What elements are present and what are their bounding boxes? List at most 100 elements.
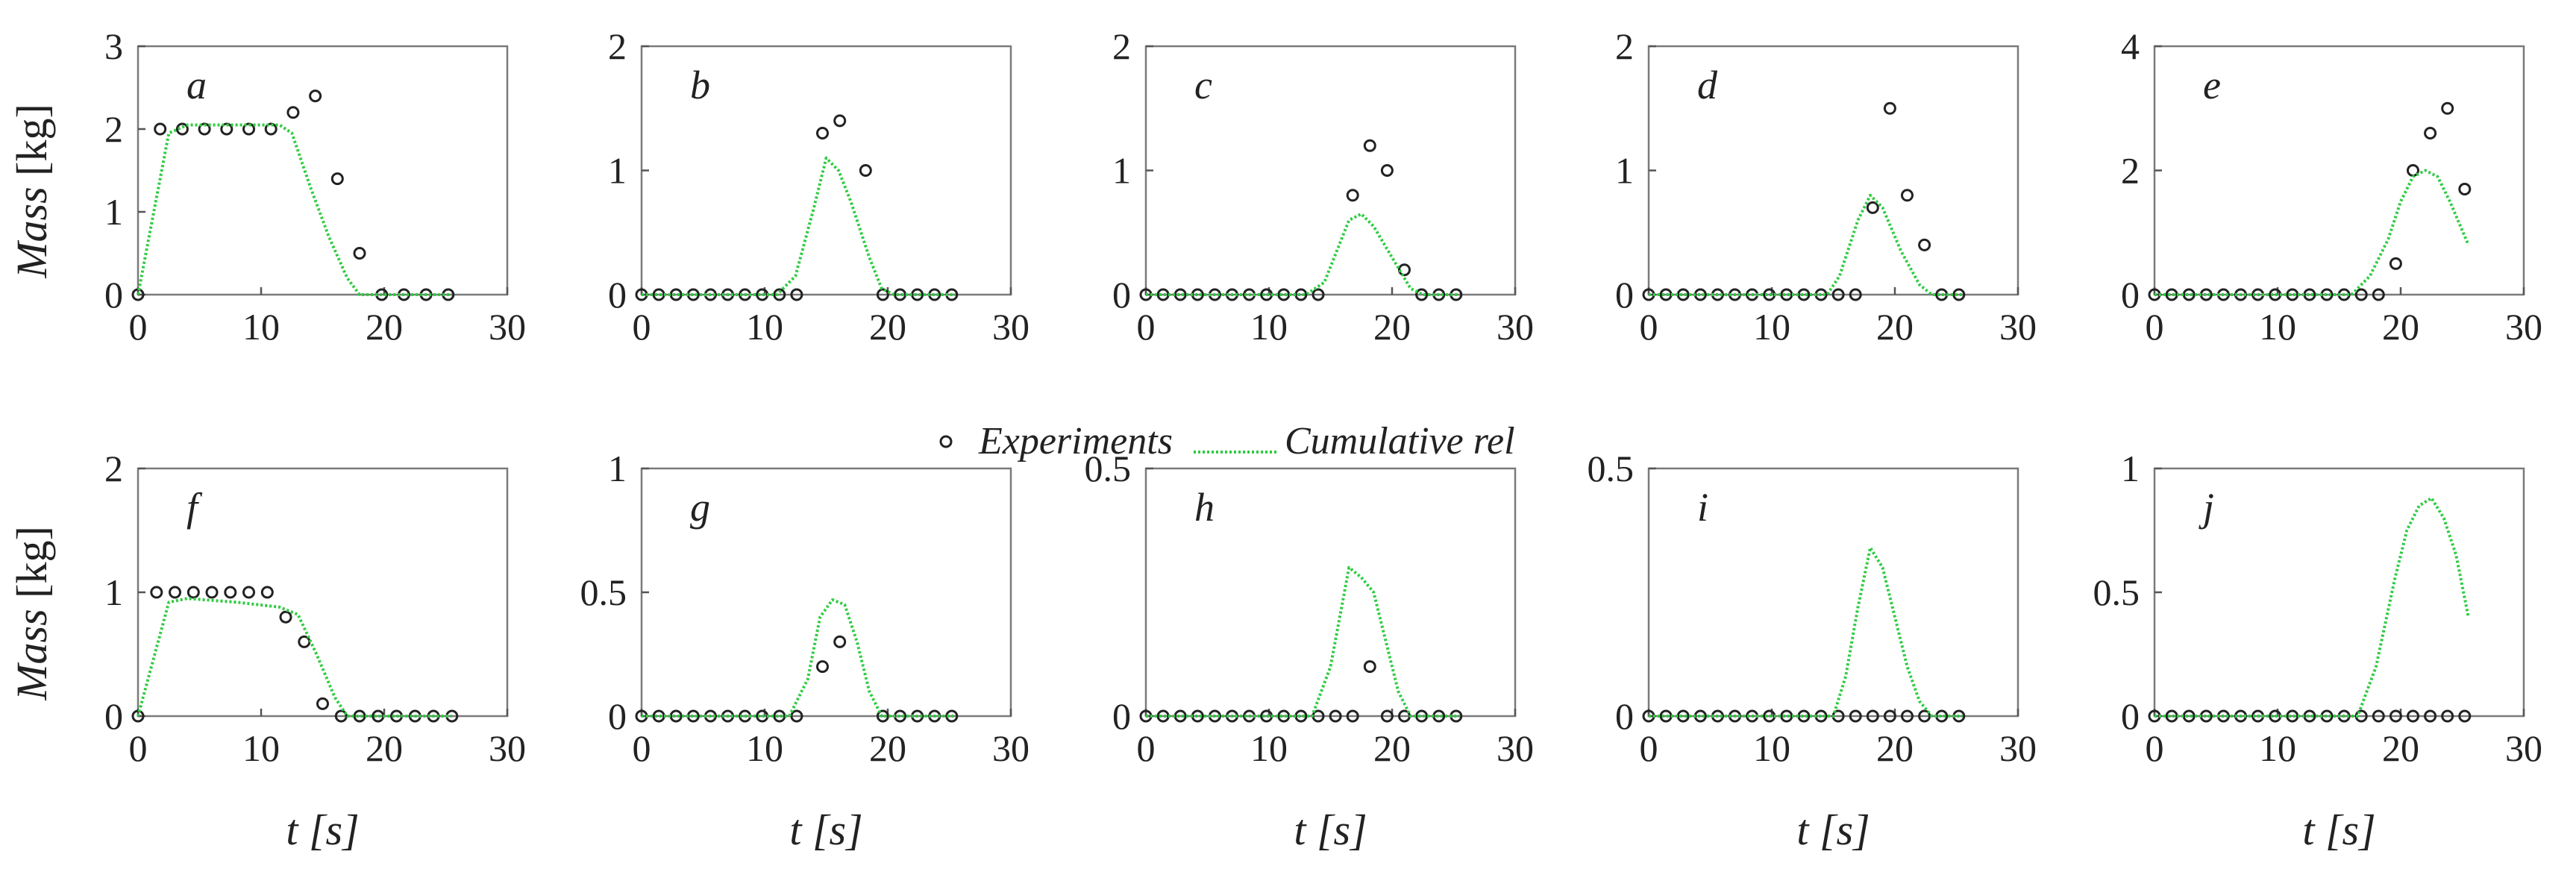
panel-i-experiment-point (1849, 709, 1862, 723)
panel-i-experiment-point (1780, 709, 1793, 723)
panel-j-y-tick-label: 0.5 (2093, 571, 2140, 613)
panel-b-experiment-point (859, 164, 872, 177)
panel-c-experiment-point (1173, 288, 1187, 301)
panel-f-experiment-point (169, 586, 181, 599)
panel-d-y-tick-label: 0 (1615, 274, 1634, 316)
panel-j-x-tick-label: 20 (2382, 727, 2419, 769)
panel-b-y-tick-label: 0 (608, 274, 627, 316)
panel-g-experiment-point (833, 635, 847, 648)
panel-c-experiment-point (1346, 189, 1359, 202)
legend-label-cumulative-rel: Cumulative rel (1285, 420, 1515, 462)
panel-a-x-tick-label: 30 (489, 306, 526, 348)
panel-b-x-tick-label: 0 (633, 306, 651, 348)
panel-c: 0 10 20 30 0 1 2 c (1112, 25, 1534, 348)
panel-f-y-tick-label: 0 (104, 695, 123, 737)
panel-e-y-tick-label: 2 (2121, 150, 2140, 192)
panel-b-experiment-point (669, 288, 683, 301)
panel-j-x-tick-label: 30 (2505, 727, 2542, 769)
panel-f-experiment-point (224, 586, 237, 599)
panel-a-x-tick-label: 20 (366, 306, 403, 348)
panel-h: 0 10 20 30 0 0.5 h (1085, 448, 1535, 769)
panel-h-experiment-point (1346, 709, 1359, 723)
panel-a-letter: a (187, 63, 207, 107)
panel-a-experiment-point (242, 122, 255, 136)
panel-e-y-tick-label: 4 (2121, 25, 2140, 67)
panel-i: 0 10 20 30 0 0.5 i (1588, 448, 2037, 769)
panel-d-experiment-point (1831, 288, 1845, 301)
panel-c-experiment-point (1311, 288, 1325, 301)
panel-a-experiment-point (286, 106, 300, 119)
panel-i-experiment-point (1866, 709, 1879, 723)
panel-e-x-tick-label: 10 (2259, 306, 2296, 348)
panel-c-experiment-point (1398, 263, 1411, 277)
panel-g-experiment-point (945, 709, 959, 723)
panel-j-cumulative-rel-line (2154, 496, 2470, 718)
panel-b-experiment-point (876, 288, 889, 301)
panel-g-y-tick-label: 0 (608, 695, 627, 737)
panel-i-x-tick-label: 30 (1999, 727, 2037, 769)
panel-h-x-tick-label: 10 (1250, 727, 1288, 769)
panel-b-x-tick-label: 30 (992, 306, 1030, 348)
panel-g-y-tick-label: 1 (608, 448, 627, 489)
panel-f-experiment-point (316, 697, 329, 710)
panel-j: 0 10 20 30 0 0.5 1 j (2093, 448, 2543, 769)
panel-g-x-tick-label: 0 (633, 727, 651, 769)
panel-d-cumulative-rel-line (1649, 193, 1963, 296)
panel-h-experiment-point (1380, 709, 1394, 723)
panel-c-cumulative-rel-line (1146, 212, 1460, 296)
panel-c-experiment-point (1277, 288, 1291, 301)
panel-g-experiment-point (790, 709, 803, 723)
panel-h-experiment-point (1363, 660, 1376, 674)
panel-e-experiment-point (2389, 257, 2402, 270)
panel-i-x-tick-label: 10 (1753, 727, 1790, 769)
legend: Experiments Cumulative rel (939, 420, 1515, 462)
panel-d-x-tick-label: 20 (1876, 306, 1914, 348)
y-axis-title-bottom: Mass [kg] (7, 526, 56, 701)
panel-h-x-tick-label: 0 (1137, 727, 1156, 769)
panel-h-letter: h (1194, 485, 1215, 530)
panel-f-experiment-point (260, 586, 274, 599)
panel-g-experiment-point (669, 709, 683, 723)
panel-f-experiment-point (205, 586, 219, 599)
panel-i-letter: i (1697, 485, 1708, 530)
panel-g-x-tick-label: 10 (746, 727, 783, 769)
panel-a-frame (137, 45, 509, 296)
panel-c-experiment-point (1380, 164, 1394, 177)
panel-e: 0 10 20 30 0 2 4 e (2121, 25, 2542, 348)
panel-a-y-tick-label: 3 (104, 25, 123, 67)
panel-b-experiment-point (816, 127, 829, 139)
panel-b: 0 10 20 30 0 1 2 b (608, 25, 1030, 348)
panel-i-x-tick-label: 0 (1640, 727, 1658, 769)
panel-f-experiment-point (150, 586, 163, 599)
panel-j-experiment-point (2407, 709, 2419, 723)
panel-f-letter: f (187, 485, 203, 530)
panel-g-x-tick-label: 20 (869, 727, 906, 769)
panel-b-experiment-point (790, 288, 803, 301)
panel-b-experiment-point (894, 288, 906, 301)
panel-i-x-axis-title: t [s] (1796, 806, 1870, 854)
panel-b-y-tick-label: 1 (608, 150, 627, 192)
panel-a-experiment-point (330, 172, 344, 186)
panel-a-experiment-point (353, 247, 366, 260)
panel-j-y-tick-label: 1 (2121, 448, 2140, 489)
panel-h-cumulative-rel-line (1146, 565, 1460, 718)
panel-g-cumulative-rel-line (642, 598, 956, 718)
panel-a-experiment-point (264, 122, 278, 136)
panel-f-x-axis-title: t [s] (286, 806, 359, 854)
panel-b-x-tick-label: 20 (869, 306, 906, 348)
panel-e-experiment-point (2182, 288, 2196, 301)
panel-b-letter: b (690, 63, 710, 107)
panel-i-experiment-point (1901, 709, 1914, 723)
panel-i-experiment-point (1676, 709, 1690, 723)
panel-h-x-tick-label: 20 (1373, 727, 1411, 769)
panel-j-x-tick-label: 10 (2259, 727, 2296, 769)
panel-b-cumulative-rel-line (642, 156, 956, 296)
panel-d-y-tick-label: 2 (1615, 25, 1634, 67)
panel-i-cumulative-rel-line (1649, 546, 1963, 718)
panel-c-y-tick-label: 1 (1112, 150, 1131, 192)
panel-h-y-tick-label: 0 (1112, 695, 1131, 737)
panel-g-letter: g (690, 485, 710, 530)
panel-a: 0 10 20 30 0 1 2 3 a (104, 25, 526, 348)
